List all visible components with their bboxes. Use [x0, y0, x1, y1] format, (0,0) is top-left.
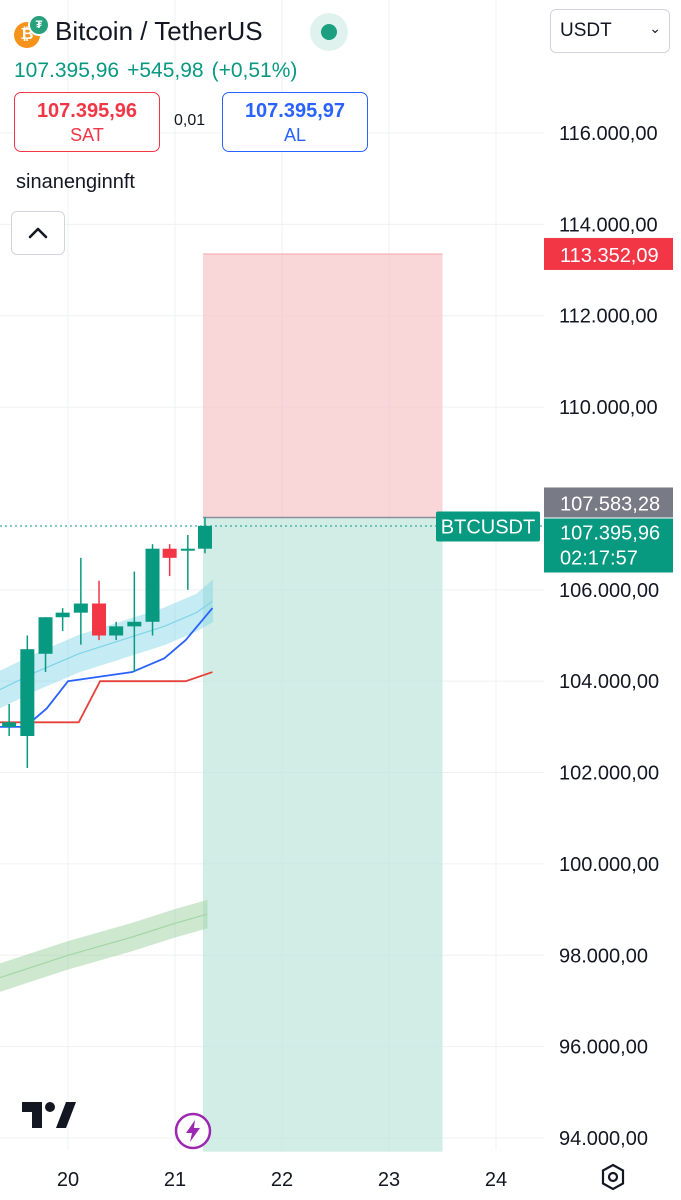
buy-label: AL [283, 125, 307, 145]
symbol-title[interactable]: Bitcoin / TetherUS [55, 16, 263, 46]
sell-button[interactable]: 107.395,96 SAT [14, 92, 160, 152]
currency-value: USDT [560, 20, 612, 41]
y-tick-label: 104.000,00 [559, 671, 659, 693]
candle-body[interactable] [127, 621, 142, 627]
candle-body[interactable] [73, 603, 88, 613]
entry-price-badge [544, 487, 673, 518]
candle-body[interactable] [109, 626, 124, 636]
price-change-percent: (+0,51%) [211, 59, 298, 82]
candle-body[interactable] [145, 548, 160, 622]
quote-line: 107.395,96 +545,98 (+0,51%) [14, 59, 305, 83]
price-change: +545,98 [127, 59, 204, 82]
stop-price-badge [544, 237, 673, 270]
candle-body[interactable] [180, 548, 195, 551]
symbol-badge [436, 511, 540, 542]
y-tick-label: 110.000,00 [559, 397, 658, 419]
countdown-label: 02:17:57 [560, 547, 638, 569]
y-tick-label: 112.000,00 [559, 306, 658, 328]
green-band-midline [0, 913, 208, 979]
buy-price: 107.395,97 [244, 100, 346, 122]
candle-body[interactable] [197, 525, 212, 549]
flash-icon[interactable] [174, 1112, 212, 1150]
x-tick-label: 24 [485, 1169, 507, 1191]
candle-body[interactable] [20, 649, 35, 736]
symbol-badge-label: BTCUSDT [441, 516, 535, 538]
tradingview-logo[interactable] [20, 1100, 76, 1135]
settings-icon[interactable] [598, 1162, 628, 1192]
candle-body[interactable] [38, 617, 53, 654]
cyan-band-midline [0, 600, 213, 691]
green-band [0, 899, 208, 992]
entry-price-label: 107.583,28 [560, 493, 660, 515]
candle-body[interactable] [2, 722, 17, 727]
buy-button[interactable]: 107.395,97 AL [222, 92, 368, 152]
y-tick-label: 100.000,00 [559, 854, 659, 876]
last-price: 107.395,96 [14, 59, 120, 82]
currency-select[interactable]: USDT ⌄ [550, 9, 670, 53]
x-tick-label: 20 [57, 1169, 79, 1191]
x-tick-label: 21 [164, 1169, 186, 1191]
tether-icon: ₮ [28, 14, 50, 36]
sell-label: SAT [70, 125, 104, 145]
y-tick-label: 94.000,00 [559, 1128, 648, 1150]
y-tick-label: 102.000,00 [559, 763, 659, 785]
x-tick-label: 23 [378, 1169, 400, 1191]
indicator-author-label: sinanenginnft [16, 171, 135, 193]
candle-body[interactable] [92, 603, 107, 636]
stop-price-label: 113.352,09 [560, 245, 659, 267]
red-line [0, 671, 213, 724]
y-tick-label: 98.000,00 [559, 945, 648, 967]
x-tick-label: 22 [271, 1169, 293, 1191]
candle-body[interactable] [55, 612, 70, 618]
y-tick-label: 114.000,00 [559, 214, 658, 236]
y-tick-label: 116.000,00 [559, 123, 658, 145]
y-tick-label: 106.000,00 [559, 580, 659, 602]
spread-value: 0,01 [174, 112, 206, 129]
take-profit-zone[interactable] [202, 517, 443, 1152]
collapse-button[interactable] [11, 211, 65, 255]
y-tick-label: 96.000,00 [559, 1037, 648, 1059]
stop-loss-zone[interactable] [202, 253, 443, 518]
chevron-up-icon [28, 227, 48, 239]
last-price-badge [544, 518, 673, 573]
last-price-label: 107.395,96 [560, 522, 660, 544]
market-status-icon[interactable] [310, 13, 348, 51]
sell-price: 107.395,96 [36, 100, 138, 122]
chevron-down-icon: ⌄ [649, 20, 661, 36]
candle-body[interactable] [162, 548, 177, 558]
